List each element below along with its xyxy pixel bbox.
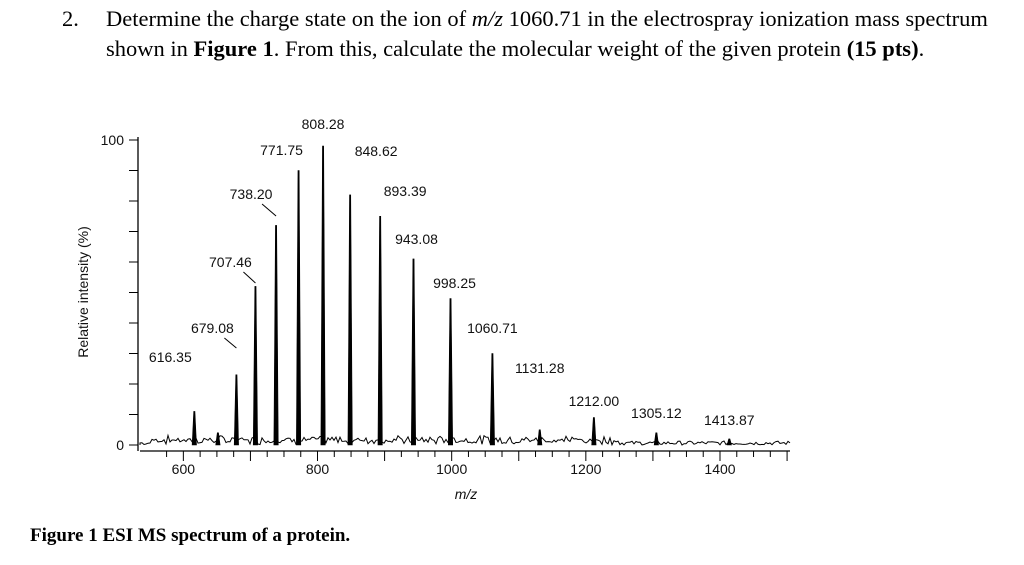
peak-label: 848.62 xyxy=(355,143,398,159)
y-axis-label: Relative intensity (%) xyxy=(75,226,91,358)
question-prefix: Determine the charge state on the ion of xyxy=(106,6,472,31)
peak-label: 738.20 xyxy=(230,186,273,202)
question-text: Determine the charge state on the ion of… xyxy=(106,4,1006,64)
peak-label: 771.75 xyxy=(260,142,303,158)
mz-symbol: m/z xyxy=(471,6,503,31)
mass-spectrum-chart: 0 100 600 800 1000 1200 1400 616.35 679.08 707.4… xyxy=(75,116,791,502)
peak xyxy=(726,438,732,446)
peak-label: 1305.12 xyxy=(631,405,682,421)
question-suffix: . From this, calculate the molecular wei… xyxy=(273,36,847,61)
peak xyxy=(653,432,659,446)
figure-caption: Figure 1 ESI MS spectrum of a protein. xyxy=(30,525,351,546)
peak xyxy=(377,215,383,446)
question-end: . xyxy=(918,36,925,61)
peak xyxy=(252,286,258,446)
peak xyxy=(447,298,454,446)
peak-label: 998.25 xyxy=(433,275,476,291)
peak-label: 1131.28 xyxy=(515,360,565,376)
label-leader xyxy=(243,271,256,284)
x-tick-label: 1000 xyxy=(436,461,467,477)
peak-labels: 616.35 679.08 707.46 738.20 771.75 808.28 848.… xyxy=(149,116,755,428)
peak xyxy=(347,194,353,446)
peak-label: 1060.71 xyxy=(467,320,518,336)
points: (15 pts) xyxy=(846,36,919,61)
peak-label: 1413.87 xyxy=(704,412,755,428)
peak xyxy=(591,417,597,446)
baseline-noise xyxy=(139,433,791,447)
peak xyxy=(489,353,495,446)
x-tick-label: 800 xyxy=(306,461,330,477)
peaks xyxy=(191,145,732,446)
x-axis-label: m/z xyxy=(455,486,478,502)
x-tick-label: 1400 xyxy=(704,461,735,477)
peak-label: 808.28 xyxy=(302,116,345,132)
question-middle: 1060.71 in the electrospray ionization m… xyxy=(106,6,988,61)
peak-label: 943.08 xyxy=(395,231,438,247)
peak-label: 893.39 xyxy=(384,183,427,199)
question-number: 2. xyxy=(62,6,79,31)
y-tick-label: 100 xyxy=(101,132,125,148)
peak-label: 707.46 xyxy=(209,254,252,270)
x-tick-label: 600 xyxy=(172,461,196,477)
y-tick-label: 0 xyxy=(116,437,124,453)
peak xyxy=(410,258,416,446)
figure-reference: Figure 1 xyxy=(193,36,274,61)
baseline-trace xyxy=(139,433,791,447)
peak xyxy=(537,429,543,446)
peak xyxy=(273,225,279,446)
chart-axes: 0 100 600 800 1000 1200 1400 xyxy=(101,132,790,477)
x-tick-label: 1200 xyxy=(570,461,601,477)
peak-label: 616.35 xyxy=(149,349,192,365)
peak xyxy=(320,145,326,446)
peak xyxy=(215,432,221,446)
peak-label: 1212.00 xyxy=(569,393,620,409)
label-leader xyxy=(261,203,277,217)
label-leader xyxy=(224,337,237,349)
peak-label: 679.08 xyxy=(191,320,234,336)
peak xyxy=(233,374,239,446)
peak xyxy=(296,170,302,446)
peak xyxy=(191,411,197,446)
